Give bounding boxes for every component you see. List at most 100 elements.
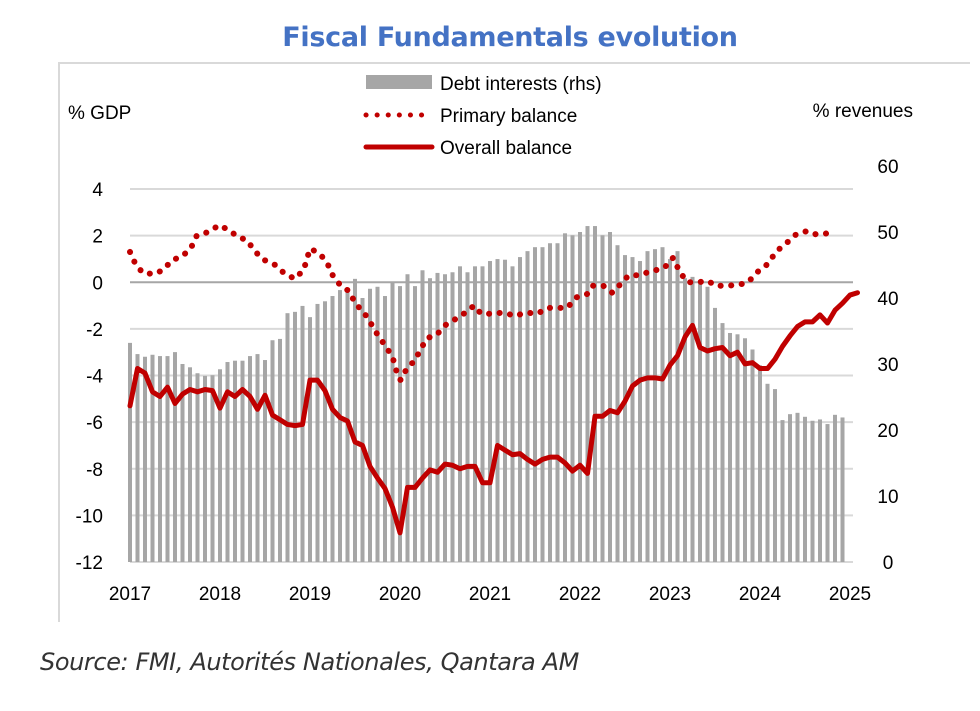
right-tick-label: 10 — [877, 487, 898, 508]
bar-debt-interest — [465, 272, 470, 562]
overall-balance-line — [127, 290, 860, 536]
right-tick-label: 40 — [877, 289, 898, 310]
bar-debt-interest — [593, 226, 597, 562]
legend-label-debt-interests: Debt interests (rhs) — [440, 74, 602, 95]
bar-debt-interest — [195, 373, 200, 562]
bar-debt-interest — [728, 332, 732, 562]
bar-debt-interest — [263, 360, 267, 562]
bar-debt-interest — [660, 247, 665, 562]
right-tick-label: 20 — [877, 421, 898, 442]
bar-debt-interest — [368, 288, 372, 562]
bar-debt-interest — [615, 245, 620, 562]
bar-debt-interest — [780, 420, 785, 562]
bar-debt-interest — [398, 286, 402, 562]
bar-debt-interest — [795, 412, 800, 562]
left-axis-ticks: 4 2 0 -2 -4 -6 -8 -10 -12 — [76, 180, 104, 574]
x-tick-label: 2019 — [289, 584, 331, 605]
bar-debt-interest — [623, 255, 627, 562]
legend-label-overall-balance: Overall balance — [440, 138, 572, 159]
bar-debt-interest — [668, 259, 672, 562]
bar-debt-interest — [150, 354, 155, 562]
bar-debt-interest — [390, 282, 395, 562]
bar-debt-interest — [705, 286, 710, 562]
bar-debt-interest — [405, 274, 410, 562]
right-tick-label: 0 — [883, 553, 894, 574]
bar-debt-interest — [818, 419, 822, 562]
bar-debt-interest — [443, 274, 447, 562]
bar-debt-interest — [765, 383, 770, 562]
x-tick-label: 2023 — [649, 584, 691, 605]
bar-debt-interest — [548, 243, 552, 562]
bar-debt-interest — [683, 278, 687, 562]
left-tick-label: -2 — [86, 320, 103, 341]
x-tick-label: 2022 — [559, 584, 601, 605]
bar-debt-interest — [743, 338, 747, 562]
bar-debt-interest — [833, 414, 837, 562]
x-axis-ticks: 2017 2018 2019 2020 2021 2022 2023 2024 2025 — [109, 584, 871, 605]
bar-debt-interest — [285, 313, 290, 562]
x-tick-label: 2018 — [199, 584, 241, 605]
bar-debt-interest — [180, 364, 185, 562]
bar-debt-interest — [735, 334, 740, 562]
bar-debt-interest — [653, 249, 657, 562]
bar-debt-interest — [570, 235, 575, 563]
bar-debt-interest — [210, 375, 215, 562]
bar-debt-interest — [585, 226, 590, 562]
bar-debt-interest — [758, 365, 762, 562]
bar-debt-interest — [293, 311, 297, 562]
bar-debt-interest — [435, 272, 440, 562]
bar-debt-interest — [480, 266, 485, 562]
x-tick-label: 2017 — [109, 584, 151, 605]
bar-debt-interest — [383, 296, 387, 562]
debt-interest-bars — [128, 226, 845, 563]
primary-balance-line — [127, 221, 832, 386]
bar-debt-interest — [450, 272, 455, 562]
left-tick-label: -6 — [86, 413, 103, 434]
bar-debt-interest — [518, 257, 522, 562]
bar-debt-interest — [608, 232, 612, 562]
bar-debt-interest — [353, 278, 357, 562]
left-tick-label: 2 — [92, 227, 103, 248]
bar-debt-interest — [308, 317, 312, 562]
chart-title: Fiscal Fundamentals evolution — [282, 22, 738, 53]
bar-debt-interest — [690, 276, 695, 562]
bar-debt-interest — [225, 362, 230, 562]
left-tick-label: 4 — [92, 180, 103, 201]
bar-debt-interest — [420, 270, 425, 562]
bar-debt-interest — [825, 424, 830, 562]
bar-debt-interest — [128, 342, 132, 562]
right-tick-label: 50 — [877, 223, 898, 244]
bar-debt-interest — [510, 266, 515, 562]
bar-debt-interest — [248, 356, 252, 562]
bar-debt-interest — [218, 369, 222, 562]
bar-debt-interest — [495, 259, 500, 562]
bar-debt-interest — [720, 323, 725, 562]
bar-debt-interest — [188, 367, 192, 562]
chart-frame — [58, 62, 970, 622]
bar-debt-interest — [630, 257, 635, 562]
bar-debt-interest — [803, 416, 807, 562]
right-axis-ticks: 60 50 40 30 20 10 0 — [877, 157, 898, 574]
bar-debt-interest — [488, 261, 492, 562]
bar-debt-interest — [300, 305, 305, 562]
bar-debt-interest — [675, 251, 680, 562]
bar-debt-interest — [240, 360, 245, 562]
bar-debt-interest — [143, 356, 147, 562]
source-note: Source: FMI, Autorités Nationales, Qanta… — [40, 648, 579, 676]
bar-debt-interest — [233, 360, 237, 562]
bar-debt-interest — [788, 414, 792, 562]
bar-debt-interest — [165, 356, 170, 562]
right-tick-label: 60 — [877, 157, 898, 178]
bar-debt-interest — [698, 280, 702, 562]
bar-debt-interest — [810, 420, 815, 562]
bar-debt-interest — [338, 290, 342, 562]
bar-debt-interest — [158, 356, 162, 562]
bar-debt-interest — [713, 307, 717, 562]
bar-debt-interest — [315, 303, 320, 562]
bar-debt-interest — [375, 286, 380, 562]
x-tick-label: 2021 — [469, 584, 511, 605]
x-tick-label: 2025 — [829, 584, 871, 605]
bar-debt-interest — [173, 352, 177, 562]
right-tick-label: 30 — [877, 355, 898, 376]
legend-swatch-bars — [366, 75, 432, 89]
